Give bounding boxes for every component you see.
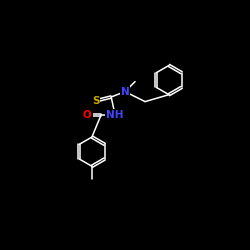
Text: O: O: [83, 110, 92, 120]
Text: S: S: [92, 96, 100, 106]
Text: N: N: [121, 86, 130, 97]
Text: NH: NH: [106, 110, 124, 120]
